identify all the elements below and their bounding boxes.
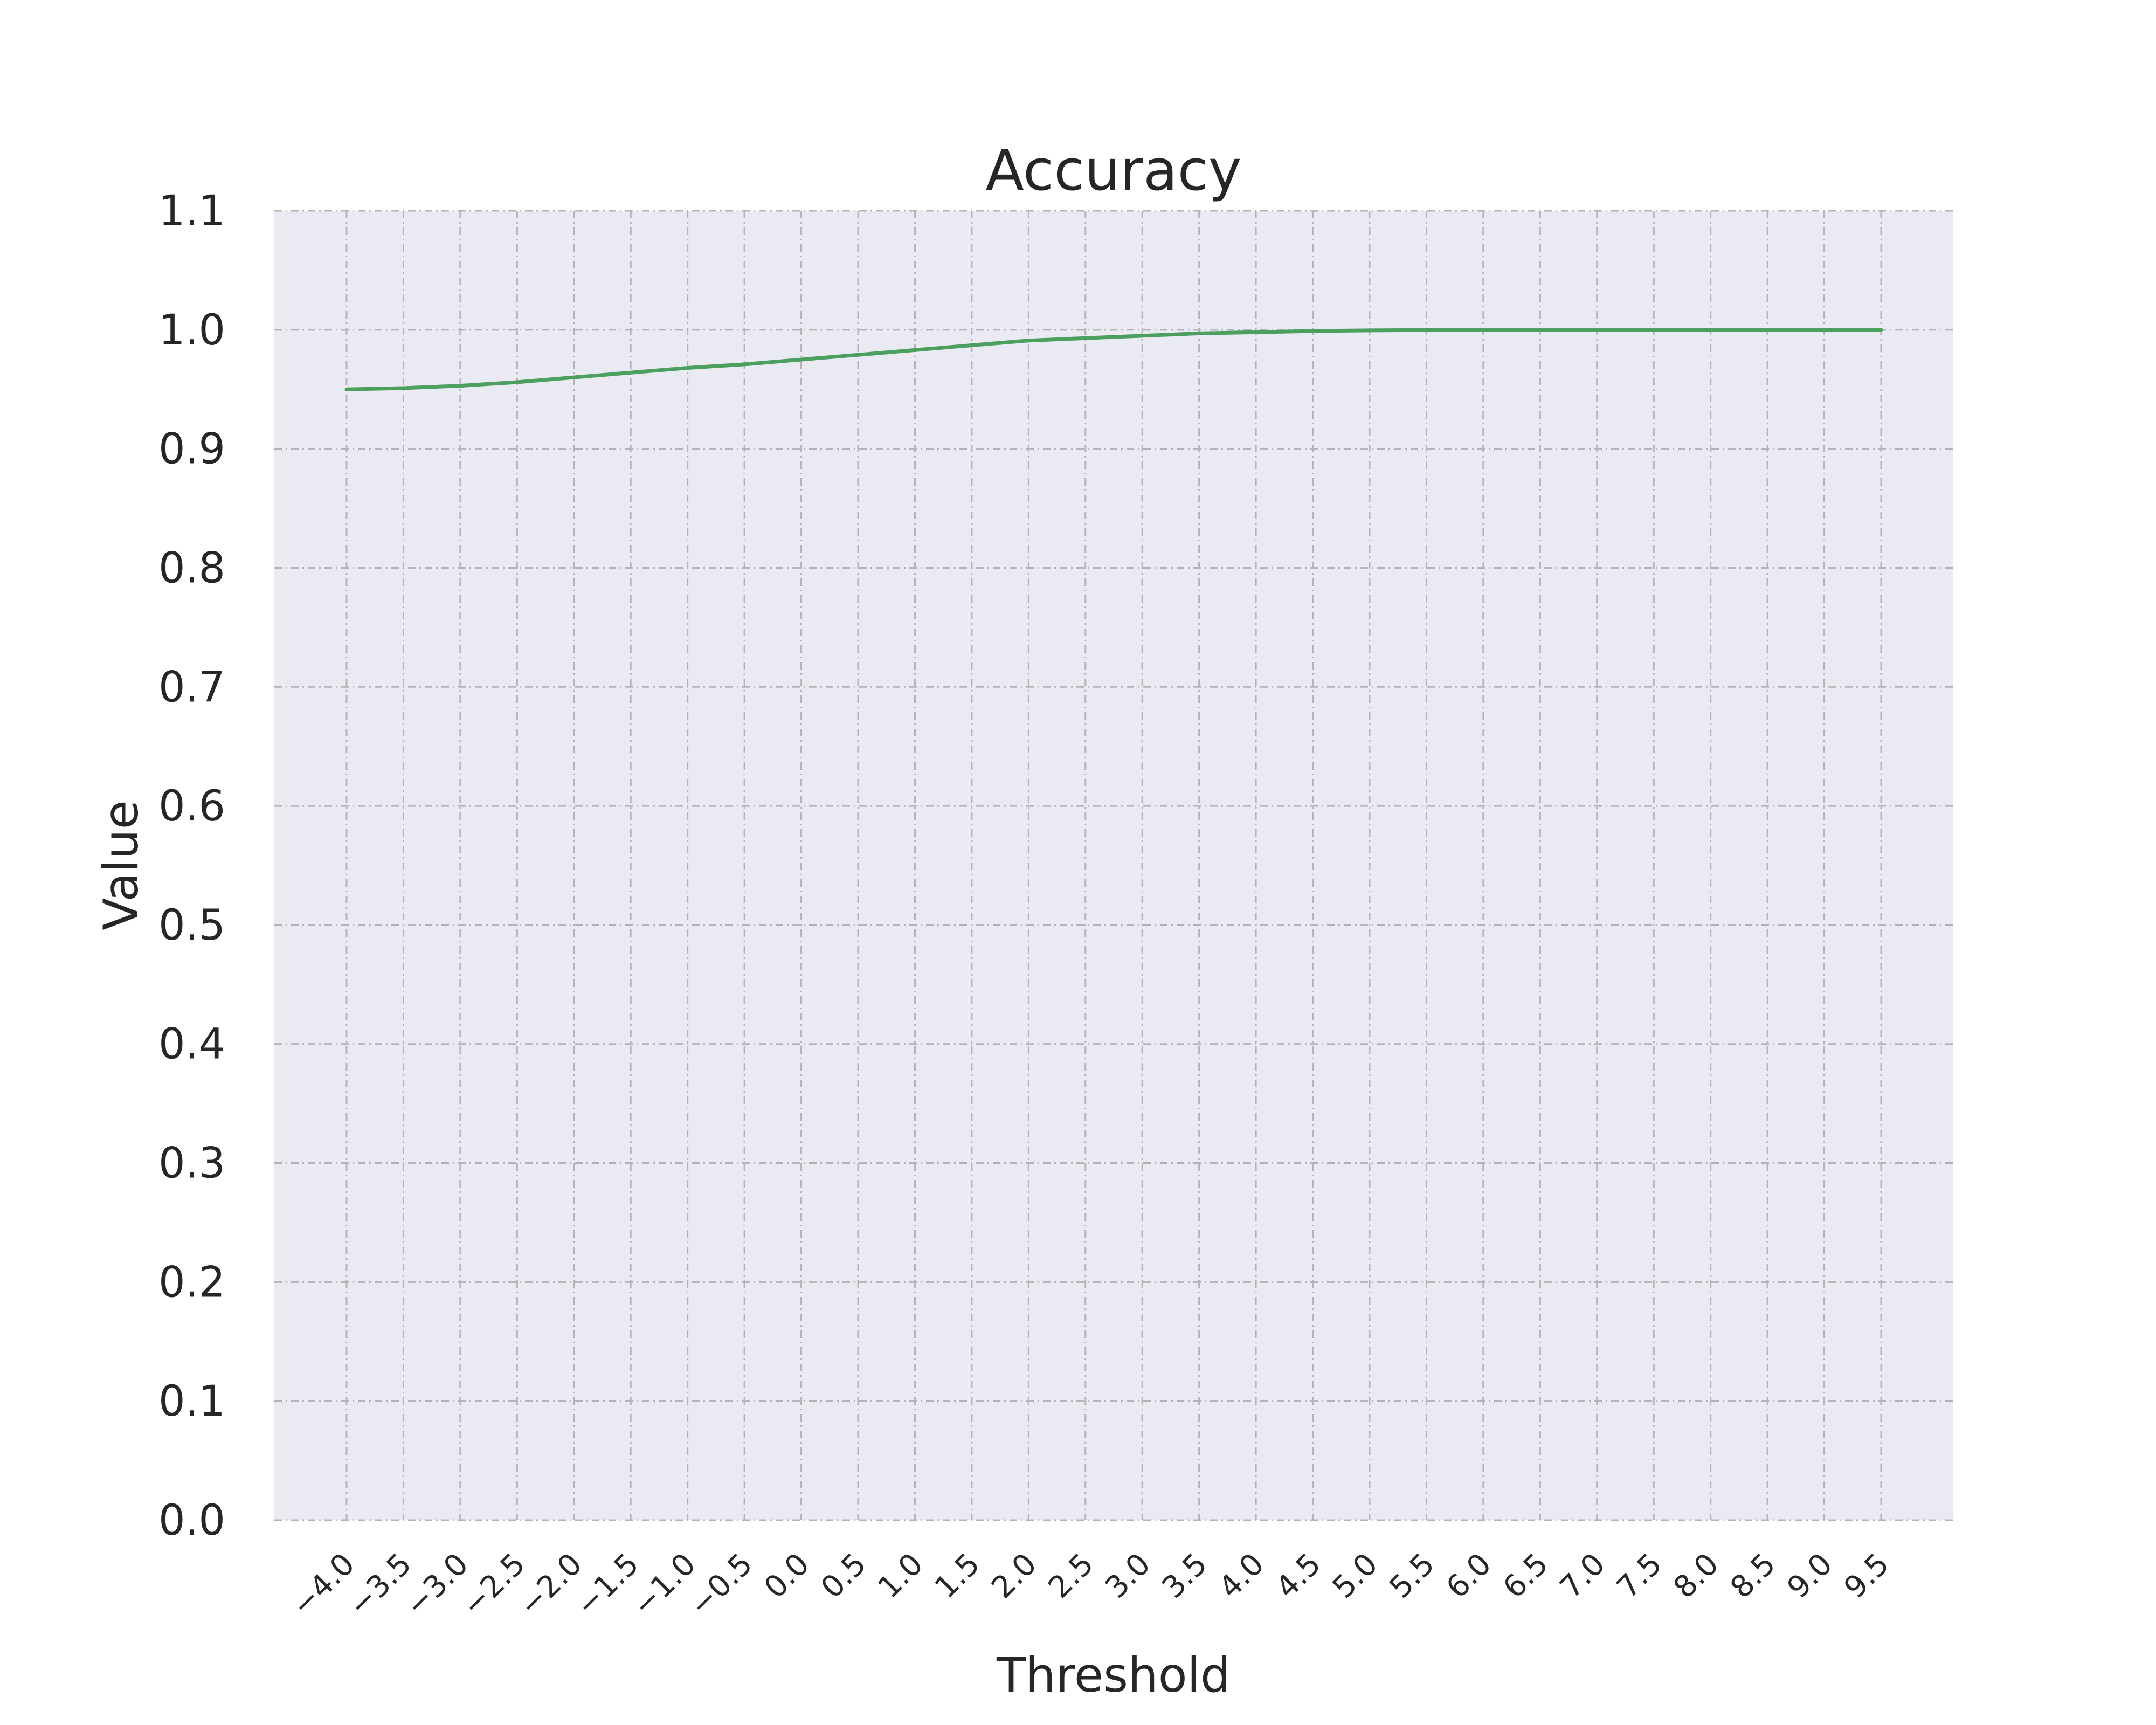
x-tick-label: 2.0 [985, 1547, 1044, 1605]
x-tick-label: 7.0 [1553, 1547, 1612, 1605]
x-tick-label: −2.5 [455, 1547, 532, 1623]
x-tick-label: 4.5 [1269, 1547, 1328, 1605]
x-tick-label: −0.5 [683, 1547, 759, 1623]
x-axis-title: Threshold [996, 1647, 1231, 1703]
x-tick-label: 5.0 [1326, 1547, 1385, 1605]
y-axis-title: Value [93, 800, 149, 930]
y-tick-label: 0.7 [158, 663, 225, 712]
x-tick-label: −1.0 [626, 1547, 702, 1623]
y-tick-label: 0.8 [158, 544, 225, 592]
x-tick-label: 8.0 [1667, 1547, 1726, 1605]
y-tick-label: 0.3 [158, 1140, 225, 1188]
grid-layer [274, 210, 1953, 1521]
x-tick-label: −4.0 [285, 1547, 362, 1623]
x-tick-label: 6.0 [1440, 1547, 1498, 1605]
x-tick-label: 3.5 [1156, 1547, 1214, 1605]
x-tick-label: 5.5 [1383, 1547, 1441, 1605]
x-tick-label: 0.5 [814, 1547, 873, 1605]
x-tick-label: 8.5 [1724, 1547, 1782, 1605]
y-tick-label: 0.2 [158, 1258, 225, 1307]
x-tick-label: 6.5 [1496, 1547, 1555, 1605]
y-tick-label: 0.5 [158, 901, 225, 950]
x-tick-labels: −4.0−3.5−3.0−2.5−2.0−1.5−1.0−0.50.00.51.… [285, 1547, 1896, 1623]
y-tick-labels: 0.0 0.1 0.2 0.3 0.4 0.5 0.6 0.7 0.8 0.9 1.0 1.1 [158, 187, 225, 1545]
y-tick-label: 1.0 [158, 306, 225, 355]
series-line [344, 328, 1883, 391]
x-tick-label: 1.0 [871, 1547, 930, 1605]
y-tick-label: 0.4 [158, 1020, 225, 1069]
x-tick-label: 4.0 [1212, 1547, 1271, 1605]
x-tick-label: 1.5 [928, 1547, 987, 1605]
y-tick-label: 0.9 [158, 425, 225, 474]
x-tick-label: −2.0 [513, 1547, 589, 1623]
plot-area [274, 211, 1953, 1520]
x-tick-label: −3.5 [342, 1547, 418, 1623]
x-tick-label: 9.5 [1837, 1547, 1896, 1605]
x-tick-label: −3.0 [399, 1547, 475, 1623]
x-tick-label: 2.5 [1042, 1547, 1101, 1605]
y-tick-label: 0.0 [158, 1496, 225, 1545]
x-tick-label: 9.0 [1781, 1547, 1840, 1605]
y-tick-label: 0.1 [158, 1377, 225, 1426]
y-tick-label: 0.6 [158, 782, 225, 831]
x-tick-label: 3.0 [1098, 1547, 1157, 1605]
x-tick-label: −1.5 [569, 1547, 646, 1623]
y-tick-label: 1.1 [158, 187, 225, 236]
chart-title: Accuracy [986, 137, 1242, 203]
series-layer [344, 328, 1883, 391]
x-tick-label: 0.0 [758, 1547, 817, 1605]
x-tick-label: 7.5 [1610, 1547, 1669, 1605]
